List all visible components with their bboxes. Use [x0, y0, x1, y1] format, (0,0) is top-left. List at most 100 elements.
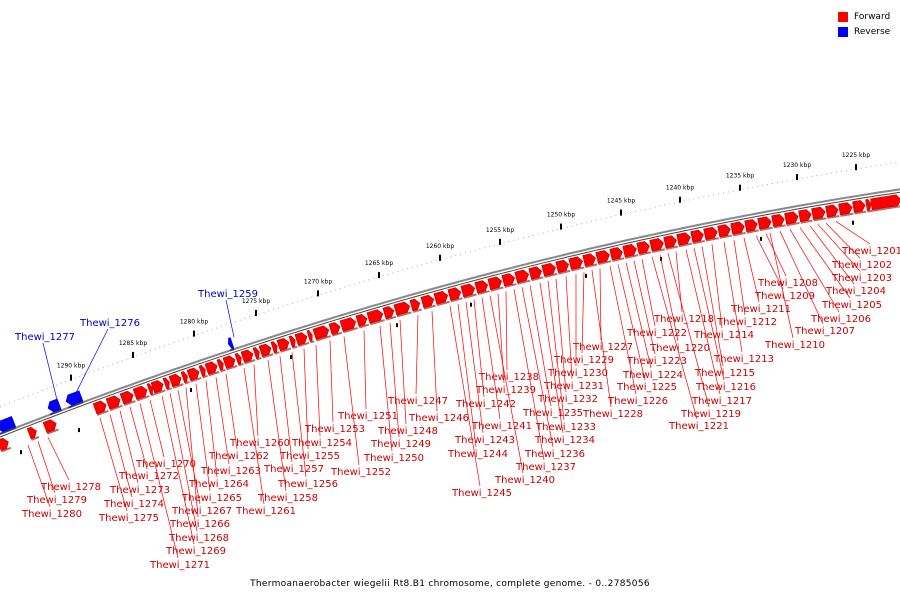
gene-label[interactable]: Thewi_1259	[197, 289, 258, 300]
gene-label[interactable]: Thewi_1234	[534, 435, 595, 446]
gene-arrow-forward	[150, 380, 166, 395]
gene-label[interactable]: Thewi_1278	[40, 482, 101, 493]
gene-label[interactable]: Thewi_1201	[841, 246, 900, 257]
callout-line	[769, 232, 794, 339]
backbone-line-inner	[0, 191, 900, 438]
gene-label[interactable]: Thewi_1274	[103, 499, 164, 510]
gene-arrow-reverse	[0, 416, 17, 436]
gene-label[interactable]: Thewi_1255	[279, 451, 340, 462]
gene-label[interactable]: Thewi_1267	[171, 506, 232, 517]
gene-label[interactable]: Thewi_1271	[149, 560, 210, 571]
gene-label[interactable]: Thewi_1241	[471, 421, 532, 432]
gene-label[interactable]: Thewi_1204	[825, 286, 886, 297]
gene-label[interactable]: Thewi_1245	[451, 488, 512, 499]
gene-label[interactable]: Thewi_1210	[764, 340, 825, 351]
gene-label[interactable]: Thewi_1239	[475, 385, 536, 396]
gene-label[interactable]: Thewi_1269	[165, 546, 226, 557]
gene-label[interactable]: Thewi_1266	[169, 519, 230, 530]
scale-tick-label: 1260 kbp	[426, 243, 454, 250]
gene-label[interactable]: Thewi_1208	[757, 278, 818, 289]
gene-label[interactable]: Thewi_1243	[454, 435, 515, 446]
gene-label[interactable]: Thewi_1251	[337, 411, 398, 422]
gene-arrow-forward	[294, 332, 310, 348]
gene-label[interactable]: Thewi_1236	[524, 449, 585, 460]
gene-label[interactable]: Thewi_1214	[693, 330, 754, 341]
gene-label[interactable]: Thewi_1238	[478, 372, 539, 383]
gene-label[interactable]: Thewi_1228	[582, 409, 643, 420]
gene-label[interactable]: Thewi_1248	[377, 426, 438, 437]
gene-label[interactable]: Thewi_1253	[304, 424, 365, 435]
gene-label[interactable]: Thewi_1209	[754, 291, 815, 302]
gene-label[interactable]: Thewi_1250	[363, 453, 424, 464]
gene-label[interactable]: Thewi_1217	[691, 396, 752, 407]
gene-label[interactable]: Thewi_1272	[118, 471, 179, 482]
gene-label[interactable]: Thewi_1242	[455, 399, 516, 410]
gene-arrow-forward	[595, 250, 612, 266]
gene-label[interactable]: Thewi_1220	[649, 343, 710, 354]
gene-label[interactable]: Thewi_1224	[622, 370, 683, 381]
gene-label[interactable]: Thewi_1264	[188, 479, 249, 490]
callout-line	[161, 395, 195, 545]
gene-label[interactable]: Thewi_1213	[713, 354, 774, 365]
gene-label[interactable]: Thewi_1273	[109, 485, 170, 496]
gene-label[interactable]: Thewi_1215	[694, 368, 755, 379]
gene-arrow-forward	[132, 385, 150, 402]
gene-arrow-reverse	[47, 398, 62, 416]
gene-label[interactable]: Thewi_1280	[21, 509, 82, 520]
gene-label[interactable]: Thewi_1206	[810, 314, 871, 325]
gene-label[interactable]: Thewi_1229	[553, 355, 614, 366]
gene-label[interactable]: Thewi_1244	[447, 449, 508, 460]
feature-mark	[190, 387, 192, 392]
gene-label[interactable]: Thewi_1275	[98, 513, 159, 524]
gene-arrow-forward	[771, 214, 786, 229]
gene-label[interactable]: Thewi_1203	[831, 273, 892, 284]
gene-label[interactable]: Thewi_1249	[370, 439, 431, 450]
gene-label[interactable]: Thewi_1212	[716, 317, 777, 328]
legend-reverse-label: Reverse	[854, 26, 891, 37]
gene-label[interactable]: Thewi_1226	[607, 396, 668, 407]
gene-label[interactable]: Thewi_1261	[235, 506, 296, 517]
gene-label[interactable]: Thewi_1221	[668, 421, 729, 432]
callout-line	[343, 336, 360, 466]
gene-label[interactable]: Thewi_1205	[821, 300, 882, 311]
gene-label[interactable]: Thewi_1247	[387, 396, 448, 407]
gene-label[interactable]: Thewi_1230	[547, 368, 608, 379]
gene-label[interactable]: Thewi_1246	[408, 413, 469, 424]
gene-label[interactable]: Thewi_1231	[543, 381, 604, 392]
gene-label[interactable]: Thewi_1260	[229, 438, 290, 449]
gene-label[interactable]: Thewi_1268	[168, 533, 229, 544]
gene-label[interactable]: Thewi_1263	[200, 466, 261, 477]
gene-label[interactable]: Thewi_1279	[26, 495, 87, 506]
scale-tick	[499, 238, 501, 245]
gene-label[interactable]: Thewi_1276	[79, 318, 140, 329]
gene-label[interactable]: Thewi_1222	[626, 328, 687, 339]
callout-line	[809, 225, 855, 285]
gene-label[interactable]: Thewi_1270	[135, 459, 196, 470]
callout-line	[215, 377, 230, 465]
gene-label[interactable]: Thewi_1216	[695, 382, 756, 393]
gene-label[interactable]: Thewi_1223	[626, 356, 687, 367]
gene-label[interactable]: Thewi_1233	[535, 422, 596, 433]
gene-label[interactable]: Thewi_1258	[257, 493, 318, 504]
gene-label[interactable]: Thewi_1256	[277, 479, 338, 490]
gene-label[interactable]: Thewi_1262	[208, 451, 269, 462]
gene-label[interactable]: Thewi_1225	[616, 382, 677, 393]
gene-label[interactable]: Thewi_1257	[263, 464, 324, 475]
gene-label[interactable]: Thewi_1207	[794, 326, 855, 337]
gene-label[interactable]: Thewi_1232	[537, 394, 598, 405]
gene-label[interactable]: Thewi_1211	[730, 304, 791, 315]
gene-label[interactable]: Thewi_1277	[14, 332, 75, 343]
gene-label[interactable]: Thewi_1235	[522, 408, 583, 419]
gene-label[interactable]: Thewi_1202	[831, 260, 892, 271]
gene-label[interactable]: Thewi_1265	[181, 493, 242, 504]
gene-label[interactable]: Thewi_1218	[653, 314, 714, 325]
gene-label[interactable]: Thewi_1237	[515, 462, 576, 473]
gene-label[interactable]: Thewi_1240	[494, 475, 555, 486]
gene-label[interactable]: Thewi_1252	[330, 467, 391, 478]
scale-tick-label: 1235 kbp	[726, 173, 754, 180]
gene-label[interactable]: Thewi_1219	[680, 409, 741, 420]
gene-arrow-forward	[222, 355, 238, 371]
callout-line	[625, 262, 652, 369]
gene-label[interactable]: Thewi_1254	[291, 438, 352, 449]
scale-tick	[796, 174, 798, 181]
